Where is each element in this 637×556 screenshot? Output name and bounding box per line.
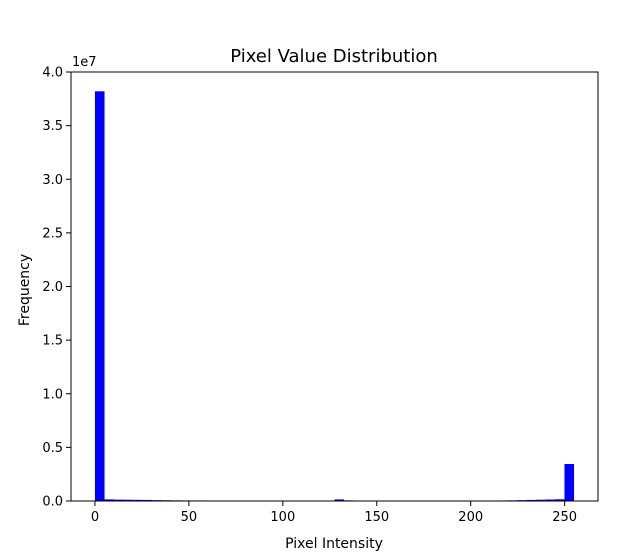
x-tick-label: 200	[458, 510, 483, 525]
histogram-bar	[104, 499, 115, 501]
y-scale-label: 1e7	[72, 55, 97, 70]
x-tick-label: 0	[91, 510, 99, 525]
histogram-bar	[526, 499, 536, 501]
histogram-bar	[133, 499, 143, 501]
y-tick-label: 2.0	[42, 280, 63, 295]
y-tick-label: 0.0	[42, 495, 63, 510]
y-axis: 0.0 0.5 1.0 1.5 2.0 2.5 3.0 3.5 4.0	[42, 66, 71, 510]
y-tick-label: 4.0	[42, 66, 63, 81]
histogram-bar	[94, 91, 105, 502]
x-axis-label: Pixel Intensity	[285, 536, 383, 552]
x-tick-label: 50	[181, 510, 198, 525]
histogram-bar	[334, 499, 345, 501]
x-tick-label: 250	[552, 510, 577, 525]
x-axis: 0 50 100 150 200 250	[91, 501, 577, 525]
y-tick-label: 1.0	[42, 387, 63, 402]
histogram-bar	[142, 499, 153, 501]
chart-title: Pixel Value Distribution	[230, 46, 438, 67]
y-tick-label: 1.5	[42, 334, 63, 349]
x-tick-label: 150	[364, 510, 389, 525]
y-tick-label: 3.5	[42, 119, 63, 134]
histogram-bar	[545, 499, 555, 501]
histogram-bar	[114, 499, 124, 501]
histogram-bar	[564, 463, 575, 501]
bars-group	[94, 91, 575, 502]
y-tick-label: 2.5	[42, 226, 63, 241]
histogram-bar	[535, 499, 546, 501]
y-axis-label: Frequency	[17, 254, 33, 326]
histogram-bar	[554, 499, 565, 501]
y-tick-label: 3.0	[42, 173, 63, 188]
histogram-bar	[123, 499, 134, 501]
x-tick-label: 100	[270, 510, 295, 525]
plot-frame	[70, 71, 599, 502]
y-tick-label: 0.5	[42, 441, 63, 456]
